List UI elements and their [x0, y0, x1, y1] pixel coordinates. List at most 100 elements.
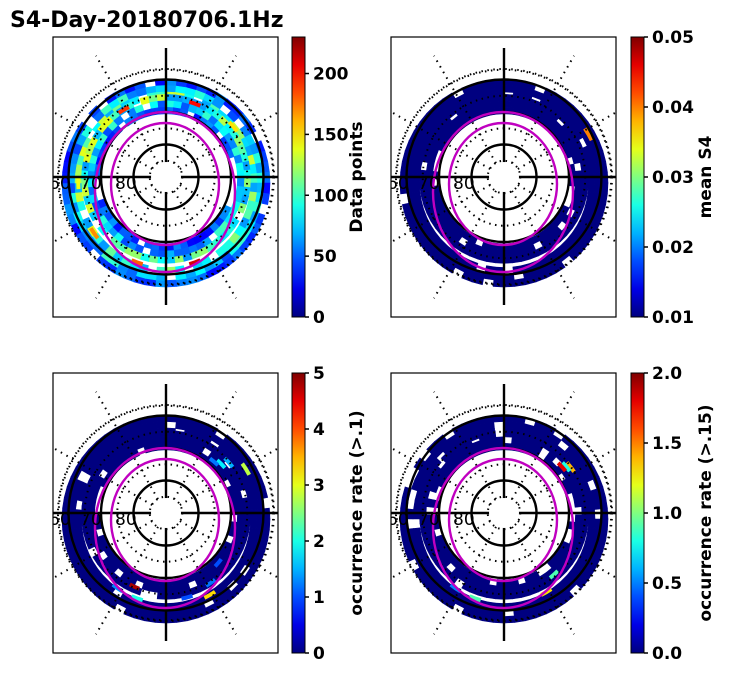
- center-hole: [151, 498, 181, 528]
- axes-frame: [52, 36, 279, 318]
- heatmap-cell: [236, 178, 245, 188]
- hotspot-cell: [130, 258, 144, 267]
- colorbar-tick-label: 4: [313, 420, 325, 440]
- heatmap-cell: [155, 421, 167, 429]
- hotspot-cell: [203, 590, 217, 600]
- heatmap-cell: [165, 585, 175, 594]
- colorbar-tick-label: 0.03: [652, 168, 694, 188]
- heatmap-cell: [156, 429, 167, 438]
- heatmap-cells: [399, 414, 609, 624]
- heatmap-cell: [165, 429, 176, 438]
- heatmap-cell: [249, 518, 258, 529]
- heatmap-cells: [61, 78, 271, 288]
- grid-dotted-spoke: [173, 190, 237, 299]
- heatmap-cells: [399, 78, 609, 288]
- heatmap-cell: [503, 421, 515, 429]
- heatmap-cell: [574, 178, 583, 188]
- center-hole: [489, 498, 519, 528]
- grid-dotted-spoke: [95, 190, 159, 299]
- colorbar-tick-label: 0.04: [652, 98, 694, 118]
- heatmap-cell: [503, 429, 514, 438]
- grid-dotted-spoke: [179, 184, 278, 243]
- heatmap-cell: [503, 585, 513, 594]
- colorbar: 0.0 0.5 1.0 1.5 2.0 occurrence rate (>.15): [630, 364, 716, 664]
- latitude-label: 60: [49, 174, 71, 194]
- plot-area: 60 70 80: [53, 384, 278, 641]
- heatmap-cell: [513, 278, 526, 287]
- colorbar-gradient: [630, 36, 645, 318]
- heatmap-cell: [493, 85, 505, 93]
- heatmap-cell: [154, 615, 167, 624]
- oval-boundary-inner: [447, 121, 559, 247]
- heatmap-cell: [165, 100, 175, 109]
- hotspot-cell: [223, 456, 235, 469]
- heatmap-cell: [503, 249, 513, 258]
- heatmap-cell: [112, 125, 123, 136]
- heatmap-cell: [175, 421, 187, 431]
- axes-frame: [390, 372, 617, 654]
- heatmap-cell: [503, 85, 515, 93]
- heatmap-cell: [503, 93, 514, 102]
- hotspot-cell: [89, 227, 100, 240]
- hotspot-cell: [548, 569, 560, 580]
- hotspot-cell: [213, 557, 223, 568]
- latitude-label: 70: [80, 510, 102, 530]
- colorbar-tick-label: 3: [313, 476, 325, 496]
- colorbar: 0 50 100 150 200 Data points: [291, 36, 367, 328]
- panel-top-right: 60 70 80 0.01 0.02 0.03 0.04 0.05 mean S4: [387, 28, 716, 328]
- axes-frame: [390, 36, 617, 318]
- grid-dotted-spoke: [391, 184, 491, 244]
- colorbar-tick-label: 2: [313, 532, 325, 552]
- hotspot-cell: [560, 461, 572, 473]
- latitude-label: 60: [387, 174, 409, 194]
- latitude-label: 80: [115, 174, 137, 194]
- hotspot-cell: [240, 462, 251, 476]
- grid-dotted-spoke: [511, 391, 575, 500]
- heatmap-cell: [248, 527, 257, 539]
- panel-bottom-left: 60 70 80 0 1 2 3 4 5 occurrence rate (>.1): [52, 364, 367, 664]
- grid-dotted-spoke: [517, 447, 616, 506]
- colorbar-label: mean S4: [696, 135, 716, 218]
- colorbar-tick-label: 0.05: [652, 28, 694, 48]
- grid-dotted-spoke: [511, 526, 575, 635]
- colorbar-tick-label: 200: [313, 65, 349, 85]
- heatmap-cell: [494, 592, 505, 600]
- heatmap-cell: [495, 585, 505, 594]
- heatmap-cell: [157, 249, 167, 258]
- hotspot-cell: [130, 594, 144, 603]
- grid-dotted-spoke: [53, 446, 153, 506]
- oval-boundary-inner: [109, 121, 221, 247]
- heatmap-cell: [165, 249, 175, 258]
- grid-dotted-spoke: [173, 55, 237, 164]
- heatmap-cell: [494, 93, 505, 102]
- latitude-label: 70: [418, 174, 440, 194]
- grid-dotted-spoke: [95, 391, 159, 500]
- colorbar-tick-label: 0.0: [652, 644, 682, 664]
- heatmap-cell: [157, 585, 167, 594]
- latitude-label: 80: [453, 174, 475, 194]
- heatmap-cell: [81, 125, 93, 138]
- heatmap-cell: [157, 100, 167, 109]
- panel-bottom-right: 60 70 80 0.0 0.5 1.0 1.5 2.0 occurrence rate (>.…: [390, 364, 716, 664]
- heatmap-cell: [235, 162, 244, 172]
- heatmap-cell: [492, 279, 505, 288]
- hotspot-cell: [468, 594, 482, 603]
- colorbar-tick-label: 0.01: [652, 308, 694, 328]
- heatmap-cell: [249, 173, 258, 184]
- hotspot-cell: [205, 578, 217, 588]
- grid-dotted-spoke: [391, 520, 491, 580]
- center-hole: [151, 162, 181, 192]
- heatmap-cell: [586, 527, 595, 539]
- plot-area: 60 70 80: [49, 48, 278, 305]
- heatmap-cell: [587, 173, 596, 184]
- colorbar: 0.01 0.02 0.03 0.04 0.05 mean S4: [630, 28, 716, 328]
- hotspot-cell: [117, 105, 130, 115]
- grid-dotted-spoke: [95, 55, 159, 164]
- colorbar-label: occurrence rate (>.1): [347, 410, 367, 615]
- heatmap-cell: [165, 436, 175, 445]
- grid-dotted-spoke: [391, 446, 491, 506]
- grid-dotted-spoke: [517, 184, 616, 243]
- colorbar-gradient: [291, 36, 306, 318]
